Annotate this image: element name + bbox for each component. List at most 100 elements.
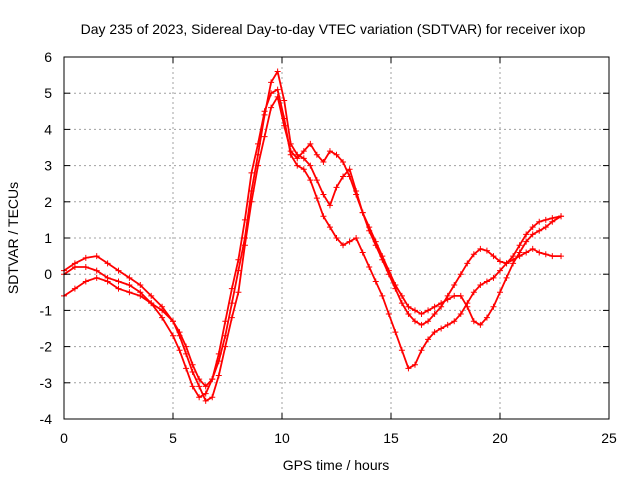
data-point [425,336,432,343]
data-point [353,235,360,241]
data-point [523,249,530,256]
data-point [126,282,133,289]
data-point [320,213,327,220]
data-point [431,311,438,318]
x-tick-label: 25 [601,430,617,446]
data-point [126,274,133,281]
data-point [170,332,176,339]
data-point [228,314,235,321]
series-track-a [61,68,565,390]
data-point [470,318,477,325]
data-point [196,383,203,390]
data-point [497,289,503,296]
data-point [372,278,379,285]
data-point [183,365,190,372]
data-point [115,285,122,292]
y-tick-label: -2 [40,339,53,355]
data-point [405,303,412,310]
data-point [542,216,549,223]
data-point [542,224,549,231]
data-point [529,231,536,238]
data-point [529,224,536,231]
data-point [529,245,536,252]
data-point [444,321,451,328]
data-point [215,350,222,357]
data-point [294,155,301,162]
data-point [359,209,366,216]
data-point [503,274,510,281]
data-point [241,216,248,223]
data-point [307,177,314,184]
data-point [326,224,333,231]
y-tick-label: 5 [44,85,52,101]
data-point [418,321,425,328]
x-tick-label: 5 [169,430,177,446]
data-point [82,254,89,261]
data-point [115,267,122,274]
data-point [93,253,100,260]
data-point [516,242,523,249]
data-point [470,289,477,296]
data-point [346,173,353,180]
x-tick-label: 20 [492,430,508,446]
data-point [294,162,301,169]
data-point [372,238,379,245]
data-point [411,361,418,368]
data-point [202,383,209,390]
data-point [104,278,111,285]
data-point [82,278,89,285]
data-point [274,86,281,93]
y-axis-label: SDTVAR / TECUs [5,182,21,294]
data-point [483,314,490,321]
data-point [235,289,242,296]
data-point [307,140,314,147]
data-point [320,158,327,165]
data-point [215,372,222,379]
data-point [326,148,333,155]
data-point [340,173,347,180]
data-point [248,198,255,205]
data-point [451,318,458,325]
data-point [490,303,497,310]
series-track-c [61,93,565,404]
data-point [392,282,399,289]
data-point [176,347,183,354]
tick-layer: 0 5 10 15 20 25 -4 -3 -2 -1 0 1 2 3 4 5 6 [40,49,617,446]
data-point [431,329,438,336]
data-point [222,318,229,325]
data-point [385,311,392,318]
data-point [202,397,209,404]
data-point [202,390,209,397]
data-point [464,303,471,310]
data-point [255,162,262,169]
data-point [549,218,556,225]
data-point [425,307,432,314]
data-point [366,263,373,270]
data-point [477,282,484,289]
data-point [261,133,268,140]
y-tick-label: -4 [40,411,53,427]
data-point [558,213,565,220]
data-point [503,260,510,267]
data-point [510,260,517,267]
data-point [477,321,484,328]
data-point [281,97,288,104]
y-tick-label: 1 [44,230,52,246]
data-point [228,285,235,292]
data-point [516,249,523,256]
data-point [340,158,347,165]
data-point [451,292,458,299]
y-tick-label: 2 [44,194,52,210]
data-point [385,267,392,274]
data-point [411,318,418,325]
data-point [307,162,314,169]
data-point [313,195,320,202]
y-tick-label: -3 [40,375,53,391]
data-point [470,251,477,258]
chart-title: Day 235 of 2023, Sidereal Day-to-day VTE… [81,21,586,37]
data-point [523,231,530,238]
data-point [536,249,543,256]
data-point [536,218,543,225]
